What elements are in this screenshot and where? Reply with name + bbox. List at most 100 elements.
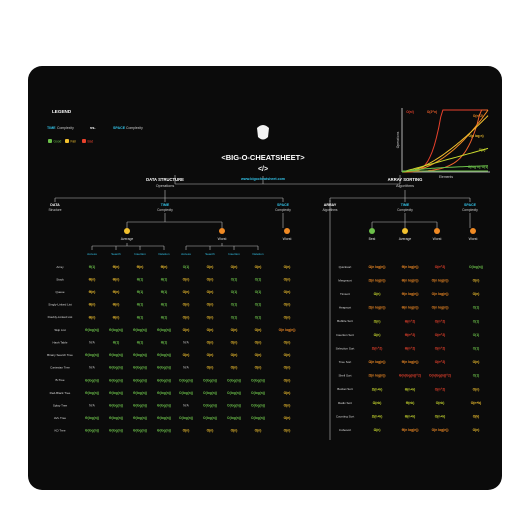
- row-name: Doubly-Linked List: [48, 315, 73, 319]
- complexity-cell: O(n log(n)): [432, 306, 449, 310]
- complexity-cell: Θ(1): [161, 315, 168, 319]
- complexity-cell: O(n): [231, 429, 238, 433]
- section-sublabel: Complexity: [397, 208, 413, 212]
- complexity-cell: O(log(n)): [251, 416, 265, 420]
- complexity-cell: Θ(log(n)): [157, 378, 171, 382]
- row-name: Splay Tree: [53, 403, 68, 407]
- complexity-cell: Θ(log(n)): [157, 416, 171, 420]
- row-name: Mergesort: [338, 278, 352, 282]
- complexity-cell: O(n): [284, 315, 291, 319]
- group-label: Worst: [469, 237, 478, 241]
- complexity-cell: Θ(n log(n)): [402, 428, 419, 432]
- complexity-cell: Ω(n): [374, 333, 381, 337]
- complexity-cell: Θ(1): [161, 303, 168, 307]
- sort-subtitle: Algorithms: [396, 184, 414, 188]
- complexity-cell: Θ(n^2): [405, 333, 416, 337]
- section-sublabel: Complexity: [462, 208, 478, 212]
- group-icon: [402, 228, 408, 234]
- complexity-cell: Ω(n+k): [372, 414, 383, 418]
- complexity-cell: Θ(1): [113, 340, 120, 344]
- graph-curve-label: O(n): [479, 148, 486, 152]
- complexity-cell: O(n): [183, 328, 190, 332]
- complexity-cell: Θ(n log(n)): [402, 278, 419, 282]
- complexity-cell: Ω(n): [374, 428, 381, 432]
- title: <BIG-O-CHEATSHEET>: [221, 153, 305, 162]
- group-icon: [284, 228, 290, 234]
- complexity-cell: O(n^2): [435, 319, 446, 323]
- graph-curve: [401, 147, 489, 173]
- complexity-cell: O(log(n)): [203, 403, 217, 407]
- complexity-cell: Θ(n+k): [405, 387, 416, 391]
- complexity-cell: O(n): [473, 428, 480, 432]
- complexity-cell: O(n): [255, 366, 262, 370]
- complexity-cell: Ω(n): [374, 319, 381, 323]
- section-label: TIME: [401, 203, 410, 207]
- complexity-cell: O(n): [231, 340, 238, 344]
- complexity-cell: Ω(n log(n)): [369, 265, 386, 269]
- row-name: B-Tree: [55, 378, 64, 382]
- operation-label: Insertion: [134, 252, 146, 256]
- complexity-cell: O(log(n)): [227, 403, 241, 407]
- complexity-cell: O(n): [207, 277, 214, 281]
- complexity-cell: Θ(log(n)): [133, 429, 147, 433]
- group-icon: [219, 228, 225, 234]
- row-name: Skip List: [54, 328, 66, 332]
- complexity-cell: Θ(log(n)): [133, 391, 147, 395]
- sort-title: ARRAY SORTING: [388, 177, 423, 182]
- graph-curve-label: O(log n), O(1): [468, 165, 488, 169]
- operation-label: Insertion: [228, 252, 240, 256]
- complexity-cell: Θ(n): [89, 315, 96, 319]
- section-sublabel: Complexity: [275, 208, 291, 212]
- complexity-cell: Θ(log(n)): [109, 353, 123, 357]
- complexity-cell: O(log(n)): [203, 391, 217, 395]
- complexity-cell: Θ(n): [89, 303, 96, 307]
- complexity-cell: O(n): [284, 403, 291, 407]
- complexity-cell: O(n): [207, 265, 214, 269]
- section-label: SPACE: [464, 203, 477, 207]
- complexity-cell: O(n): [284, 303, 291, 307]
- complexity-cell: O(n): [183, 303, 190, 307]
- complexity-cell: O(n): [473, 278, 480, 282]
- operation-label: Deletion: [158, 252, 169, 256]
- complexity-cell: O(n): [183, 353, 190, 357]
- complexity-cell: Θ(log(n)): [85, 429, 99, 433]
- group-icon: [369, 228, 375, 234]
- complexity-cell: Θ(log(n)): [109, 391, 123, 395]
- complexity-cell: Θ(log(n)): [133, 328, 147, 332]
- group-icon: [470, 228, 476, 234]
- row-name: Shell Sort: [338, 374, 351, 378]
- complexity-cell: Θ(n): [113, 303, 120, 307]
- complexity-cell: Θ(n log(n)): [402, 265, 419, 269]
- row-name: Timsort: [340, 292, 350, 296]
- row-name: Selection Sort: [336, 346, 355, 350]
- complexity-cell: O(n): [284, 391, 291, 395]
- complexity-cell: Θ(log(n)): [157, 391, 171, 395]
- complexity-cell: Ω(n log(n)): [369, 360, 386, 364]
- operation-label: Search: [205, 252, 215, 256]
- complexity-cell: O(log(n)): [179, 378, 193, 382]
- complexity-cell: Θ(n log(n)): [402, 360, 419, 364]
- complexity-cell: O(n): [284, 340, 291, 344]
- row-name: Insertion Sort: [336, 333, 354, 337]
- complexity-cell: O(log(n)): [203, 378, 217, 382]
- complexity-cell: O(n log(n)): [432, 428, 449, 432]
- complexity-cell: Θ(n): [113, 290, 120, 294]
- operation-label: Access: [87, 252, 97, 256]
- complexity-cell: O(n): [284, 366, 291, 370]
- complexity-cell: O(log(n)): [203, 416, 217, 420]
- legend-time: TIME: [47, 126, 56, 130]
- row-name: Tree Sort: [339, 360, 352, 364]
- complexity-cell: O(1): [231, 303, 238, 307]
- group-label: Best: [369, 237, 376, 241]
- complexity-cell: Θ(1): [89, 265, 96, 269]
- complexity-cell: O(n): [473, 292, 480, 296]
- complexity-cell: O(1): [255, 315, 262, 319]
- complexity-cell: Θ(n): [113, 265, 120, 269]
- complexity-cell: O(n): [255, 265, 262, 269]
- complexity-cell: O(n): [183, 429, 190, 433]
- complexity-cell: O(n): [284, 277, 291, 281]
- complexity-cell: O(n^2): [435, 387, 446, 391]
- row-name: Heapsort: [339, 306, 351, 310]
- section-label: TIME: [161, 203, 170, 207]
- graph-curve: [401, 165, 489, 173]
